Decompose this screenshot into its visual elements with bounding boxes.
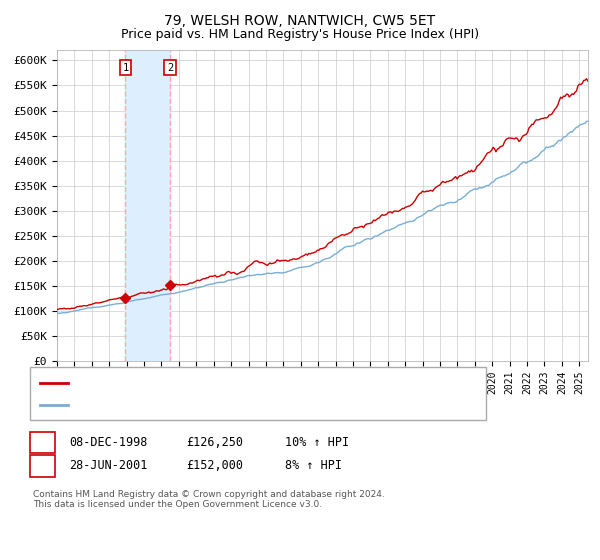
Text: 2: 2 [39, 459, 46, 473]
Text: 08-DEC-1998: 08-DEC-1998 [69, 436, 148, 449]
Bar [125, 50, 170, 361]
Text: 79, WELSH ROW, NANTWICH, CW5 5ET: 79, WELSH ROW, NANTWICH, CW5 5ET [164, 14, 436, 28]
Text: 79, WELSH ROW, NANTWICH, CW5 5ET (detached house): 79, WELSH ROW, NANTWICH, CW5 5ET (detach… [74, 378, 371, 388]
Text: £126,250: £126,250 [186, 436, 243, 449]
Text: 1: 1 [122, 63, 128, 73]
Text: 8% ↑ HPI: 8% ↑ HPI [285, 459, 342, 473]
Text: Price paid vs. HM Land Registry's House Price Index (HPI): Price paid vs. HM Land Registry's House … [121, 28, 479, 41]
Text: £152,000: £152,000 [186, 459, 243, 473]
Text: HPI: Average price, detached house, Cheshire East: HPI: Average price, detached house, Ches… [74, 400, 338, 410]
Text: Contains HM Land Registry data © Crown copyright and database right 2024.
This d: Contains HM Land Registry data © Crown c… [33, 490, 385, 510]
Text: 10% ↑ HPI: 10% ↑ HPI [285, 436, 349, 449]
Text: 2: 2 [167, 63, 173, 73]
Text: 1: 1 [39, 436, 46, 449]
Text: 28-JUN-2001: 28-JUN-2001 [69, 459, 148, 473]
